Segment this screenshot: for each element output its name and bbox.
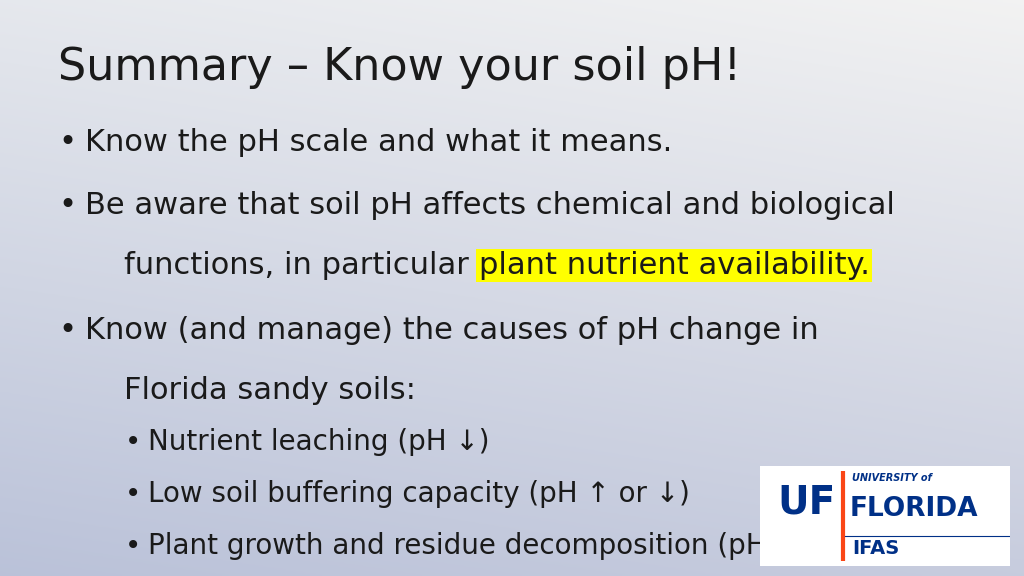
Text: Be aware that soil pH affects chemical and biological: Be aware that soil pH affects chemical a…	[85, 191, 895, 220]
Text: Florida sandy soils:: Florida sandy soils:	[85, 376, 416, 405]
Text: •: •	[125, 532, 141, 560]
FancyBboxPatch shape	[760, 466, 1010, 566]
Text: Nutrient leaching (pH ↓): Nutrient leaching (pH ↓)	[148, 428, 489, 456]
Text: •: •	[58, 191, 76, 220]
Text: UNIVERSITY of: UNIVERSITY of	[853, 473, 933, 483]
Text: •: •	[125, 480, 141, 508]
Text: Low soil buffering capacity (pH ↑ or ↓): Low soil buffering capacity (pH ↑ or ↓)	[148, 480, 690, 508]
Text: •: •	[58, 128, 76, 157]
Text: FLORIDA: FLORIDA	[850, 496, 979, 522]
Text: •: •	[125, 428, 141, 456]
Text: UF: UF	[777, 484, 836, 522]
Text: Know the pH scale and what it means.: Know the pH scale and what it means.	[85, 128, 672, 157]
Text: •: •	[58, 316, 76, 345]
Text: plant nutrient availability.: plant nutrient availability.	[478, 251, 869, 280]
Text: Plant growth and residue decomposition (pH ↓): Plant growth and residue decomposition (…	[148, 532, 810, 560]
Text: Know (and manage) the causes of pH change in: Know (and manage) the causes of pH chang…	[85, 316, 819, 345]
Text: IFAS: IFAS	[853, 539, 900, 558]
Text: Summary – Know your soil pH!: Summary – Know your soil pH!	[58, 46, 741, 89]
Text: functions, in particular: functions, in particular	[85, 251, 478, 280]
